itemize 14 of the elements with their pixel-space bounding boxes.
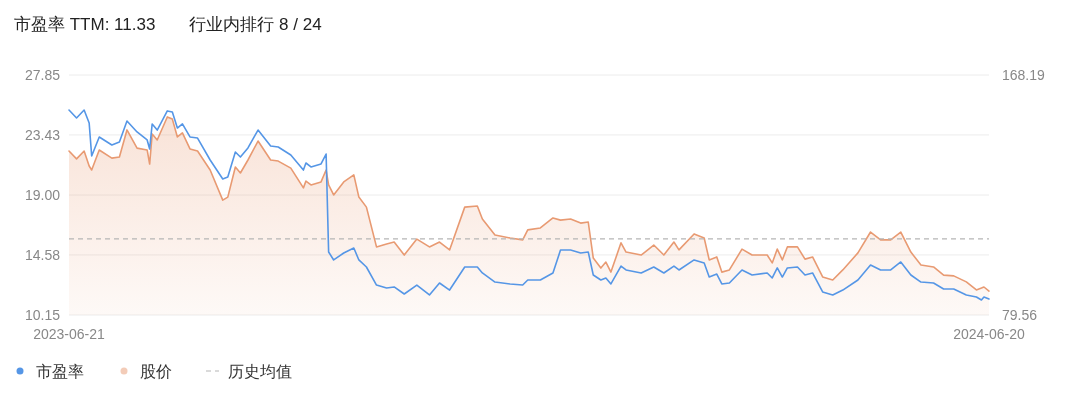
- legend-label: 历史均值: [228, 363, 292, 380]
- chart-subtitle: 行业内排行 8 / 24: [189, 15, 322, 34]
- y-tick-label: 23.43: [24, 126, 61, 143]
- y2-tick-label: 168.19: [1002, 67, 1046, 83]
- y2-tick-label: 79.56: [1002, 307, 1038, 323]
- y-tick-label: 19.00: [24, 187, 61, 203]
- y-tick-label: 14.58: [24, 246, 61, 263]
- x-tick-label: 2024-06-20: [953, 326, 1026, 342]
- legend-label: 市盈率: [36, 363, 84, 380]
- x-tick-label: 2023-06-21: [33, 326, 106, 342]
- y-tick-label: 10.15: [24, 307, 61, 323]
- y-tick-label: 27.85: [24, 67, 61, 83]
- legend-label: 股价: [140, 363, 172, 380]
- chart-title: 市盈率 TTM: 11.33: [14, 15, 156, 34]
